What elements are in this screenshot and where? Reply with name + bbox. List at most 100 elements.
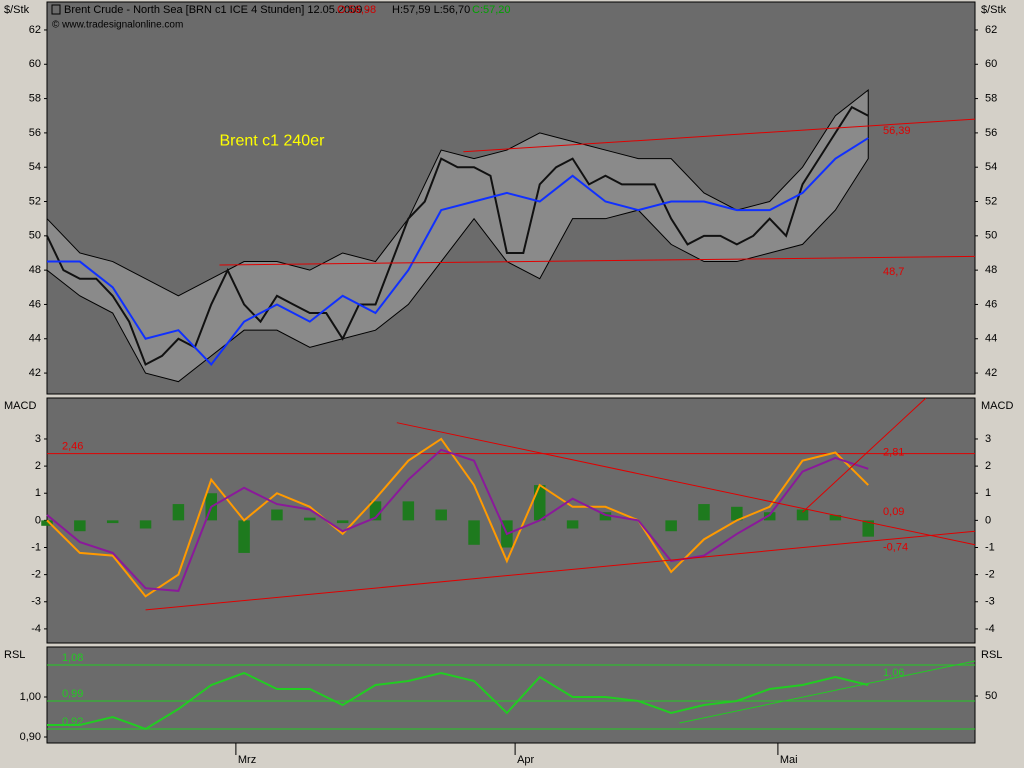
histogram-bar bbox=[533, 485, 546, 521]
y-axis-label: MACD bbox=[4, 400, 36, 412]
histogram-bar bbox=[106, 520, 119, 524]
y-axis-label: $/Stk bbox=[4, 4, 30, 16]
y-tick-label: 1,00 bbox=[20, 691, 41, 703]
y-tick-label-right: 1 bbox=[985, 487, 991, 499]
y-tick-label: 2 bbox=[35, 460, 41, 472]
y-tick-label: 42 bbox=[29, 367, 41, 379]
trend-line bbox=[219, 255, 976, 266]
annotation: 48,7 bbox=[883, 266, 904, 278]
header-close: C:57,20 bbox=[472, 4, 511, 16]
trend-line bbox=[463, 118, 976, 153]
histogram-bar bbox=[829, 514, 842, 521]
annotation: 1,06 bbox=[883, 667, 904, 679]
histogram-bar bbox=[304, 517, 316, 521]
y-tick-label: 46 bbox=[29, 298, 41, 310]
trend-line bbox=[679, 660, 976, 724]
y-tick-label: -4 bbox=[31, 623, 41, 635]
histogram-bar bbox=[599, 512, 612, 521]
y-tick-label-right: 42 bbox=[985, 367, 997, 379]
annotation: 56,39 bbox=[883, 125, 911, 137]
histogram-bar bbox=[698, 504, 710, 521]
series-line bbox=[46, 437, 869, 598]
y-tick-label: 0,90 bbox=[20, 731, 41, 743]
y-tick-label: 50 bbox=[29, 230, 41, 242]
histogram-bar bbox=[402, 501, 415, 521]
y-tick-label-right: -4 bbox=[985, 623, 995, 635]
level-label: 1,08 bbox=[62, 652, 83, 664]
y-tick-label-right: 44 bbox=[985, 333, 997, 345]
x-tick-label: Apr bbox=[517, 754, 534, 766]
histogram-bar bbox=[369, 501, 382, 521]
histogram-bar bbox=[796, 509, 809, 521]
y-tick-label: 0 bbox=[35, 514, 41, 526]
histogram-bar bbox=[271, 509, 283, 521]
series-line bbox=[47, 137, 869, 367]
histogram-bar bbox=[763, 512, 776, 521]
trend-line bbox=[802, 397, 927, 513]
x-tick-label: Mrz bbox=[238, 754, 256, 766]
series-line bbox=[46, 448, 869, 592]
y-tick-label: 56 bbox=[29, 127, 41, 139]
header-high-low: H:57,59 L:56,70 bbox=[392, 4, 470, 16]
y-tick-label-right: 56 bbox=[985, 127, 997, 139]
y-tick-label-right: 0 bbox=[985, 514, 991, 526]
y-tick-label: 44 bbox=[29, 333, 41, 345]
series-line bbox=[46, 105, 869, 366]
y-tick-label-right: 50 bbox=[985, 230, 997, 242]
y-tick-label-right: 3 bbox=[985, 433, 991, 445]
y-tick-label: 58 bbox=[29, 92, 41, 104]
trend-line bbox=[145, 530, 976, 611]
y-axis-label-right: MACD bbox=[981, 400, 1013, 412]
annotation: -0,74 bbox=[883, 541, 908, 553]
y-tick-label-right: 48 bbox=[985, 264, 997, 276]
trend-line bbox=[396, 422, 976, 546]
annotation: 0,09 bbox=[883, 506, 904, 518]
level-label: 0,92 bbox=[62, 716, 83, 728]
level-label: 0,99 bbox=[62, 688, 83, 700]
y-tick-label: 62 bbox=[29, 24, 41, 36]
y-tick-label: 52 bbox=[29, 195, 41, 207]
y-tick-label-right: 60 bbox=[985, 58, 997, 70]
histogram-bar bbox=[41, 520, 53, 526]
header-open: O:56,98 bbox=[337, 4, 376, 16]
histogram-bar bbox=[336, 520, 349, 524]
histogram-bar bbox=[172, 504, 185, 521]
y-tick-label-right: 46 bbox=[985, 298, 997, 310]
rsl-panel bbox=[46, 646, 976, 744]
y-tick-label: -3 bbox=[31, 596, 41, 608]
y-tick-label: 54 bbox=[29, 161, 41, 173]
histogram-bar bbox=[566, 520, 579, 529]
y-tick-label: 3 bbox=[35, 433, 41, 445]
x-tick-label: Mai bbox=[780, 754, 798, 766]
y-tick-label-right: 58 bbox=[985, 92, 997, 104]
y-tick-label: -1 bbox=[31, 541, 41, 553]
y-tick-label-right: 2 bbox=[985, 460, 991, 472]
annotation: Brent c1 240er bbox=[219, 133, 325, 150]
histogram-bar bbox=[435, 509, 447, 521]
y-axis-label-right: RSL bbox=[981, 649, 1002, 661]
y-tick-label-right: 54 bbox=[985, 161, 997, 173]
histogram-bar bbox=[139, 520, 152, 529]
histogram-bar bbox=[862, 520, 874, 537]
y-axis-label-right: $/Stk bbox=[981, 4, 1007, 16]
y-tick-label: -2 bbox=[31, 569, 41, 581]
annotation: 2,81 bbox=[883, 446, 904, 458]
icon bbox=[51, 4, 61, 15]
histogram-bar bbox=[731, 506, 743, 521]
y-tick-label: 48 bbox=[29, 264, 41, 276]
y-tick-label: 60 bbox=[29, 58, 41, 70]
bollinger-band bbox=[46, 88, 869, 383]
histogram-bar bbox=[468, 520, 480, 545]
histogram-bar bbox=[665, 520, 677, 532]
source: © www.tradesignalonline.com bbox=[52, 20, 183, 31]
y-tick-label-right: -3 bbox=[985, 596, 995, 608]
histogram-bar bbox=[74, 520, 86, 532]
y-tick-label-right: -1 bbox=[985, 541, 995, 553]
y-tick-label-right: 62 bbox=[985, 24, 997, 36]
y2-tick-label: 50 bbox=[985, 690, 997, 702]
y-tick-label: 1 bbox=[35, 487, 41, 499]
level-label: 2,46 bbox=[62, 441, 83, 453]
header-title: Brent Crude - North Sea [BRN c1 ICE 4 St… bbox=[64, 4, 369, 16]
